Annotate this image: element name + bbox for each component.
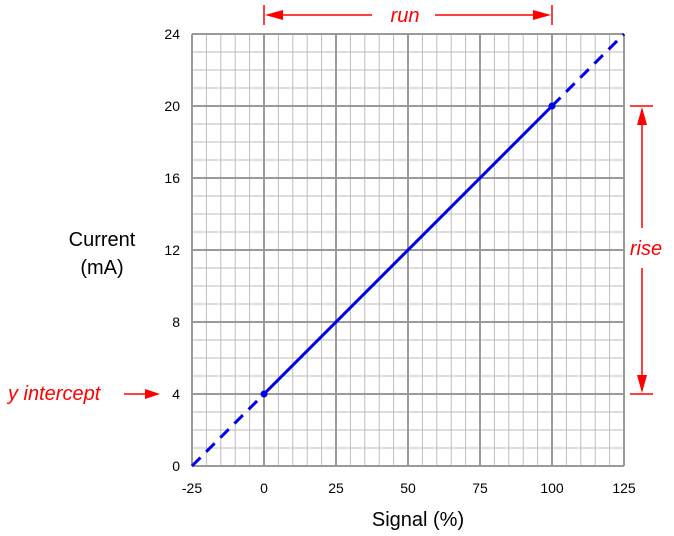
- rise-arrow-down-head: [637, 375, 647, 393]
- rise-annotation: [630, 105, 653, 395]
- y-intercept-arrow: [124, 389, 160, 399]
- series-line-extrapolated-low: [190, 392, 266, 468]
- y-tick-labels: 0 4 8 12 16 20 24: [164, 26, 180, 474]
- run-label: run: [391, 5, 420, 27]
- data-point-start: [260, 390, 268, 398]
- x-tick-label: 50: [400, 480, 416, 496]
- y-axis-label-line2: (mA): [80, 257, 123, 279]
- x-tick-label: 25: [328, 480, 344, 496]
- series-line-extrapolated-high: [550, 32, 626, 108]
- y-tick-label: 16: [164, 170, 180, 186]
- series-line: [262, 104, 554, 396]
- rise-arrow-up-head: [637, 107, 647, 125]
- rise-label: rise: [630, 238, 662, 260]
- x-tick-label: 0: [260, 480, 268, 496]
- x-tick-label: 75: [472, 480, 488, 496]
- x-axis-label: Signal (%): [372, 509, 464, 531]
- y-intercept-label: y intercept: [6, 383, 102, 405]
- y-tick-label: 8: [172, 314, 180, 330]
- run-arrow-right-head: [533, 10, 551, 20]
- run-annotation: [263, 5, 553, 25]
- x-tick-label: -25: [182, 480, 202, 496]
- y-tick-label: 24: [164, 26, 180, 42]
- y-tick-label: 20: [164, 98, 180, 114]
- y-tick-label: 0: [172, 458, 180, 474]
- run-arrow-left-head: [265, 10, 283, 20]
- y-axis-label-line1: Current: [69, 229, 136, 251]
- x-tick-label: 100: [540, 480, 564, 496]
- y-tick-label: 12: [164, 242, 180, 258]
- x-tick-label: 125: [612, 480, 636, 496]
- data-point-end: [548, 102, 556, 110]
- x-tick-labels: -25 0 25 50 75 100 125: [182, 480, 636, 496]
- y-tick-label: 4: [172, 386, 180, 402]
